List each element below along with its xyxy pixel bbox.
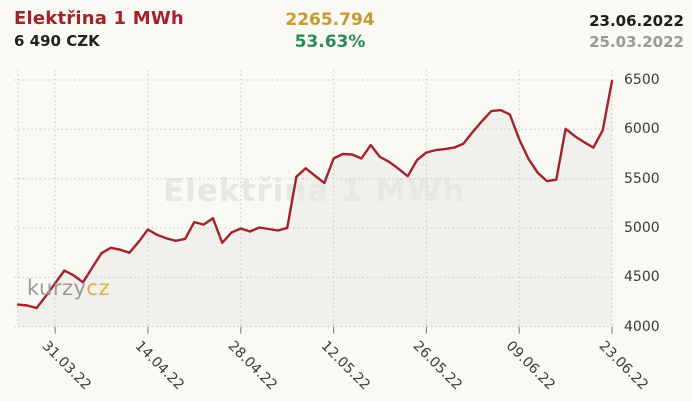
current-price: 6 490 CZK <box>14 32 100 50</box>
kurzy-cz-logo: kurzycz <box>27 276 110 300</box>
y-axis-tick-label: 6500 <box>624 72 660 88</box>
logo-text-kurzy: kurzy <box>27 276 87 300</box>
gridlines <box>14 70 616 328</box>
price-change-block: 2265.794 53.63% <box>240 9 420 53</box>
y-axis-tick-label: 5000 <box>624 220 660 236</box>
y-axis-tick-label: 4500 <box>624 269 660 285</box>
change-absolute: 2265.794 <box>285 10 375 30</box>
chart-title: Elektřina 1 MWh <box>14 8 184 29</box>
y-axis-tick-label: 5500 <box>624 171 660 187</box>
y-axis-tick-label: 4000 <box>624 319 660 335</box>
y-axis-tick-label: 6000 <box>624 121 660 137</box>
date-range-end: 23.06.2022 <box>589 12 684 30</box>
change-percent: 53.63% <box>294 32 366 52</box>
date-range-block: 23.06.2022 25.03.2022 <box>589 11 684 53</box>
price-line <box>16 79 614 310</box>
logo-text-cz: cz <box>86 276 110 300</box>
area-fill <box>18 81 612 327</box>
x-axis-ticks <box>54 326 613 334</box>
date-range-start: 25.03.2022 <box>589 33 684 51</box>
